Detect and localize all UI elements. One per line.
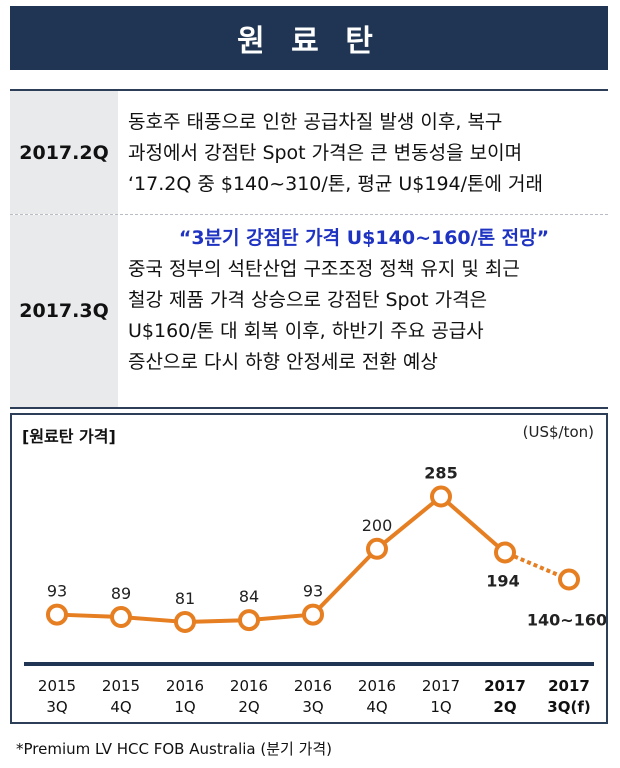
data-point bbox=[494, 541, 516, 564]
x-tick-label: 2015 bbox=[102, 677, 140, 695]
x-tick-label: 2Q bbox=[238, 698, 259, 716]
x-tick-label: 2016 bbox=[294, 677, 332, 695]
x-tick-label: 2016 bbox=[230, 677, 268, 695]
description-line: U$160/톤 대 회복 이후, 하반기 주요 공급사 bbox=[128, 320, 484, 342]
data-point bbox=[430, 485, 452, 508]
data-point bbox=[238, 609, 260, 632]
x-tick-label: 1Q bbox=[174, 698, 195, 716]
price-chart: 93 89 81 84 93 200 285 194 140~160 2015 3Q 2015 4Q 20… bbox=[10, 413, 608, 724]
x-tick-label: 4Q bbox=[366, 698, 387, 716]
x-tick-label: 3Q bbox=[302, 698, 323, 716]
description-line: 과정에서 강점탄 Spot 가격은 큰 변동성을 보이며 bbox=[128, 142, 523, 164]
x-tick-label: 2017 bbox=[484, 677, 526, 695]
table-row-2017-3q: 2017.3Q “3분기 강점탄 가격 U$140~160/톤 전망” 중국 정… bbox=[10, 215, 608, 407]
data-point bbox=[302, 603, 324, 626]
data-point bbox=[110, 606, 132, 629]
x-tick-label: 1Q bbox=[430, 698, 451, 716]
series-line-segment bbox=[375, 494, 443, 551]
page-title: 원 료 탄 bbox=[237, 24, 381, 59]
x-tick-label: 2017 bbox=[548, 677, 590, 695]
description-line: ‘17.2Q 중 $140~310/톤, 평균 U$194/톤에 거래 bbox=[128, 173, 543, 195]
x-tick-label: 2015 bbox=[38, 677, 76, 695]
data-label: 93 bbox=[47, 582, 67, 601]
chart-title: [원료탄 가격] bbox=[22, 427, 116, 446]
x-tick-label: 2016 bbox=[358, 677, 396, 695]
data-point bbox=[558, 568, 580, 591]
summary-table: 2017.2Q 동호주 태풍으로 인한 공급차질 발생 이후, 복구 과정에서 … bbox=[10, 89, 608, 409]
data-label: 194 bbox=[486, 571, 519, 590]
data-label: 81 bbox=[175, 589, 195, 608]
description-text: “3분기 강점탄 가격 U$140~160/톤 전망” 중국 정부의 석탄산업 … bbox=[128, 223, 600, 378]
period-label: 2017.2Q bbox=[10, 91, 118, 214]
chart-unit: (US$/ton) bbox=[522, 423, 594, 441]
x-tick-label: 3Q(f) bbox=[547, 698, 590, 716]
description-text: 동호주 태풍으로 인한 공급차질 발생 이후, 복구 과정에서 강점탄 Spot… bbox=[128, 107, 600, 200]
period-label: 2017.3Q bbox=[10, 215, 118, 407]
x-tick-label: 2016 bbox=[166, 677, 204, 695]
data-point bbox=[366, 537, 388, 560]
description-line: 동호주 태풍으로 인한 공급차질 발생 이후, 복구 bbox=[128, 111, 503, 133]
data-label: 200 bbox=[362, 516, 393, 535]
forecast-line-segment bbox=[513, 554, 561, 578]
data-label: 93 bbox=[303, 582, 323, 601]
forecast-headline: “3분기 강점탄 가격 U$140~160/톤 전망” bbox=[178, 227, 550, 249]
data-point bbox=[174, 610, 196, 633]
data-point bbox=[46, 603, 68, 626]
description-line: 철강 제품 가격 상승으로 강점탄 Spot 가격은 bbox=[128, 289, 488, 311]
description-line: 중국 정부의 석탄산업 구조조정 정책 유지 및 최근 bbox=[128, 258, 520, 280]
page-header: 원 료 탄 bbox=[10, 6, 608, 70]
description-line: 증산으로 다시 하향 안정세로 전환 예상 bbox=[128, 351, 438, 373]
x-tick-label: 4Q bbox=[110, 698, 131, 716]
table-row-2017-2q: 2017.2Q 동호주 태풍으로 인한 공급차질 발생 이후, 복구 과정에서 … bbox=[10, 91, 608, 215]
x-tick-label: 2Q bbox=[493, 698, 516, 716]
data-label: 285 bbox=[424, 464, 457, 483]
series-line-segment bbox=[439, 494, 507, 555]
data-label: 140~160 bbox=[527, 611, 606, 630]
footnote: *Premium LV HCC FOB Australia (분기 가격) bbox=[16, 740, 333, 758]
series-line-segment bbox=[311, 546, 379, 617]
data-label: 84 bbox=[239, 587, 259, 606]
data-label: 89 bbox=[111, 584, 131, 603]
x-tick-label: 2017 bbox=[422, 677, 460, 695]
x-tick-label: 3Q bbox=[46, 698, 67, 716]
line-chart-svg: 93 89 81 84 93 200 285 194 140~160 2015 3Q 2015 4Q 20… bbox=[24, 464, 606, 716]
